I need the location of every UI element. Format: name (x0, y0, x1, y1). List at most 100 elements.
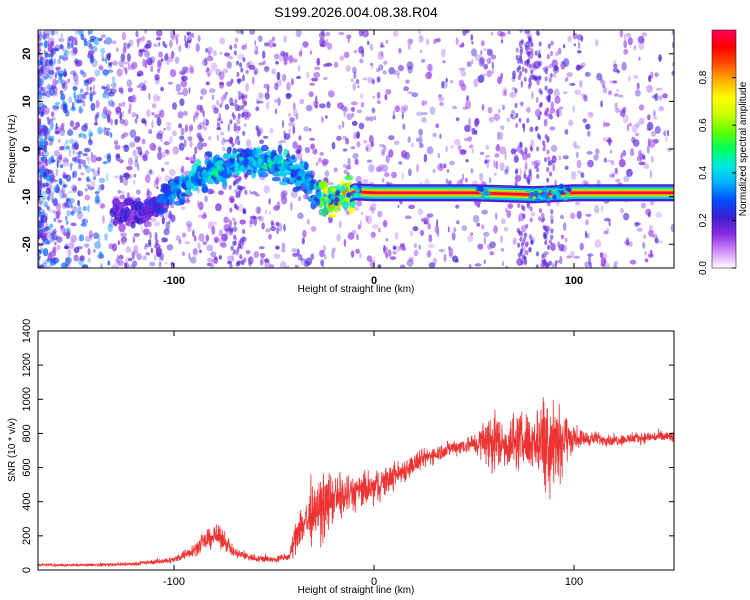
heatmap-cell (40, 214, 44, 224)
heatmap-cell (72, 206, 78, 214)
heatmap-cell (182, 87, 189, 97)
heatmap-cell (68, 190, 73, 194)
heatmap-cell (366, 159, 373, 163)
heatmap-cell (84, 194, 91, 201)
heatmap-cell (79, 159, 82, 168)
heatmap-cell (264, 260, 271, 268)
heatmap-cell (290, 201, 293, 211)
heatmap-cell (115, 47, 119, 53)
heatmap-cell (351, 112, 355, 118)
heatmap-cell (116, 254, 120, 263)
heatmap-cell (587, 159, 594, 168)
heatmap-cell (220, 131, 225, 136)
heatmap-cell (107, 69, 114, 73)
bottom-x-axis-ticks: -100 0 100 (163, 331, 583, 588)
heatmap-cell (253, 251, 260, 259)
heatmap-cell (512, 237, 517, 246)
heatmap-cell (260, 171, 269, 178)
heatmap-cell (64, 263, 71, 268)
heatmap-cell (73, 90, 76, 100)
heatmap-cell (38, 205, 41, 213)
heatmap-cell (44, 53, 49, 59)
heatmap-cell (310, 143, 315, 150)
heatmap-cell (523, 60, 528, 66)
heatmap-cell (411, 142, 414, 148)
heatmap-cell (164, 53, 169, 62)
heatmap-cell (360, 101, 365, 108)
heatmap-cell (43, 59, 51, 64)
heatmap-cell (547, 160, 551, 167)
heatmap-cell (558, 243, 565, 252)
heatmap-cell (435, 38, 441, 43)
heatmap-cell (258, 92, 264, 100)
heatmap-cell (98, 251, 103, 259)
heatmap-cell (269, 127, 274, 134)
heatmap-cell (536, 173, 540, 179)
heatmap-cell (479, 187, 485, 192)
heatmap-cell (229, 263, 233, 268)
heatmap-cell (211, 226, 216, 235)
heatmap-cell (107, 99, 115, 107)
heatmap-cell (111, 75, 116, 83)
heatmap-cell (338, 124, 341, 130)
heatmap-cell (510, 109, 516, 116)
heatmap-cell (54, 72, 58, 79)
heatmap-cell (81, 218, 89, 224)
heatmap-cell (330, 195, 336, 200)
heatmap-cell (236, 184, 240, 190)
heatmap-cell (210, 62, 218, 71)
heatmap-cell (67, 198, 72, 203)
heatmap-cell (87, 248, 91, 256)
heatmap-cell (154, 254, 157, 261)
heatmap-cell (80, 33, 85, 41)
heatmap-cell (538, 49, 541, 54)
heatmap-cell (87, 204, 90, 213)
heatmap-cell (357, 224, 361, 230)
heatmap-cell (314, 104, 318, 109)
heatmap-cell (527, 179, 531, 185)
heatmap-cell (370, 141, 374, 147)
heatmap-cell (353, 131, 357, 140)
heatmap-cell (519, 70, 523, 76)
heatmap-cell (97, 166, 100, 176)
heatmap-cell (131, 61, 138, 70)
heatmap-cell (38, 128, 43, 134)
heatmap-cell (379, 143, 385, 148)
heatmap-cell (185, 188, 192, 194)
heatmap-cell (326, 198, 332, 204)
heatmap-cell (331, 247, 336, 252)
heatmap-cell (49, 118, 54, 123)
heatmap-cell (65, 174, 72, 182)
heatmap-cell (101, 52, 105, 62)
heatmap-cell (595, 148, 600, 155)
heatmap-cell (320, 259, 324, 267)
heatmap-cell (57, 77, 64, 84)
heatmap-cell (501, 104, 505, 111)
heatmap-cell (67, 36, 71, 46)
heatmap-cell (202, 118, 209, 126)
heatmap-cell (333, 61, 339, 68)
heatmap-cell (268, 210, 271, 215)
heatmap-cell (46, 231, 51, 239)
heatmap-cell (105, 127, 111, 131)
heatmap-cell (519, 142, 523, 148)
heatmap-cell (544, 226, 548, 232)
heatmap-cell (283, 133, 291, 140)
heatmap-cell (47, 206, 51, 211)
heatmap-cell (44, 30, 51, 38)
heatmap-cell (520, 46, 524, 52)
heatmap-cell (197, 35, 201, 43)
heatmap-cell (64, 139, 69, 145)
heatmap-cell (324, 115, 328, 119)
heatmap-cell (519, 236, 523, 242)
heatmap-cell (344, 174, 354, 181)
heatmap-cell (78, 150, 83, 155)
heatmap-cell (111, 264, 119, 268)
heatmap-cell (585, 123, 591, 130)
heatmap-cell (259, 252, 266, 258)
heatmap-cell (606, 139, 613, 143)
heatmap-cell (45, 175, 52, 181)
heatmap-cell (141, 224, 144, 233)
heatmap-cell (359, 58, 364, 64)
heatmap-cell (514, 174, 522, 182)
